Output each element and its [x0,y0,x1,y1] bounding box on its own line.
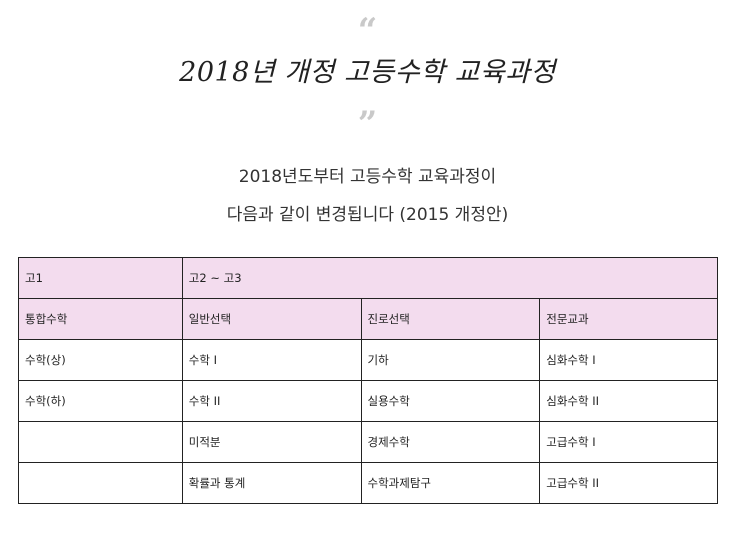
curriculum-table: 고1 고2 ~ 고3 통합수학 일반선택 진로선택 전문교과 수학(상) 수학 … [18,257,719,504]
category-cell: 통합수학 [18,298,183,340]
table-cell: 확률과 통계 [181,462,362,504]
table-cell: 미적분 [181,421,362,463]
table-row-grades: 고1 고2 ~ 고3 [18,257,719,299]
table-row: 미적분 경제수학 고급수학 I [18,421,718,463]
grade-cell-high2-3: 고2 ~ 고3 [181,257,719,299]
grade-cell-high1: 고1 [18,257,183,299]
table-cell: 심화수학 I [539,339,718,381]
table-row: 수학(하) 수학 II 실용수학 심화수학 II [18,380,718,422]
table-cell: 실용수학 [360,380,541,422]
category-cell: 전문교과 [539,298,718,340]
table-cell: 고급수학 I [539,421,718,463]
page-title: 2018년 개정 고등수학 교육과정 [179,57,556,88]
table-cell: 심화수학 II [539,380,718,422]
table-cell: 고급수학 II [539,462,718,504]
table-cell: 기하 [360,339,541,381]
category-cell: 진로선택 [360,298,541,340]
table-cell: 수학과제탐구 [360,462,541,504]
close-quote-icon: ” [357,104,378,144]
table-cell: 경제수학 [360,421,541,463]
table-cell: 수학 I [181,339,362,381]
table-cell: 수학(상) [18,339,183,381]
table-cell [18,421,183,463]
intro-line-2: 다음과 같이 변경됩니다 (2015 개정안) [226,205,509,225]
table-row-categories: 통합수학 일반선택 진로선택 전문교과 [18,298,718,340]
table-cell [18,462,183,504]
table-row: 확률과 통계 수학과제탐구 고급수학 II [18,462,718,504]
intro-line-1: 2018년도부터 고등수학 교육과정이 [238,167,497,187]
table-row: 수학(상) 수학 I 기하 심화수학 I [18,339,718,381]
open-quote-icon: “ [357,11,378,51]
table-cell: 수학 II [181,380,362,422]
category-cell: 일반선택 [181,298,362,340]
table-cell: 수학(하) [18,380,183,422]
